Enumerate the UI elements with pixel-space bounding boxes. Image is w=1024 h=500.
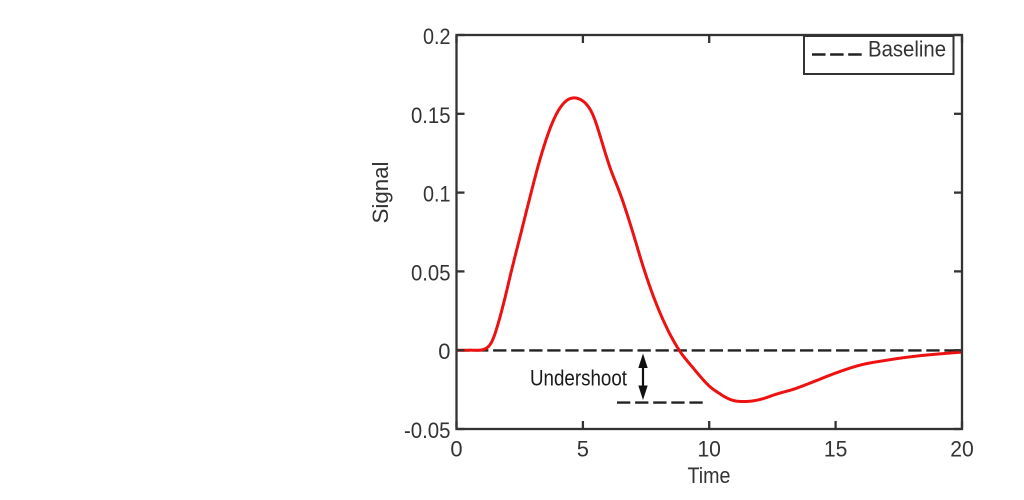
svg-text:10: 10 bbox=[697, 437, 721, 462]
svg-text:0.2: 0.2 bbox=[423, 24, 451, 49]
svg-text:0: 0 bbox=[450, 437, 462, 462]
svg-text:Signal: Signal bbox=[368, 162, 393, 224]
svg-text:0.15: 0.15 bbox=[411, 103, 451, 128]
svg-text:0.05: 0.05 bbox=[411, 260, 451, 285]
svg-text:Time: Time bbox=[688, 463, 731, 488]
svg-text:5: 5 bbox=[577, 437, 589, 462]
svg-text:0: 0 bbox=[438, 339, 450, 364]
svg-text:0.1: 0.1 bbox=[423, 182, 451, 207]
svg-text:Undershoot: Undershoot bbox=[530, 366, 627, 391]
svg-text:15: 15 bbox=[824, 437, 848, 462]
svg-text:20: 20 bbox=[950, 437, 974, 462]
svg-text:-0.05: -0.05 bbox=[404, 418, 451, 443]
svg-text:Baseline: Baseline bbox=[868, 37, 946, 62]
